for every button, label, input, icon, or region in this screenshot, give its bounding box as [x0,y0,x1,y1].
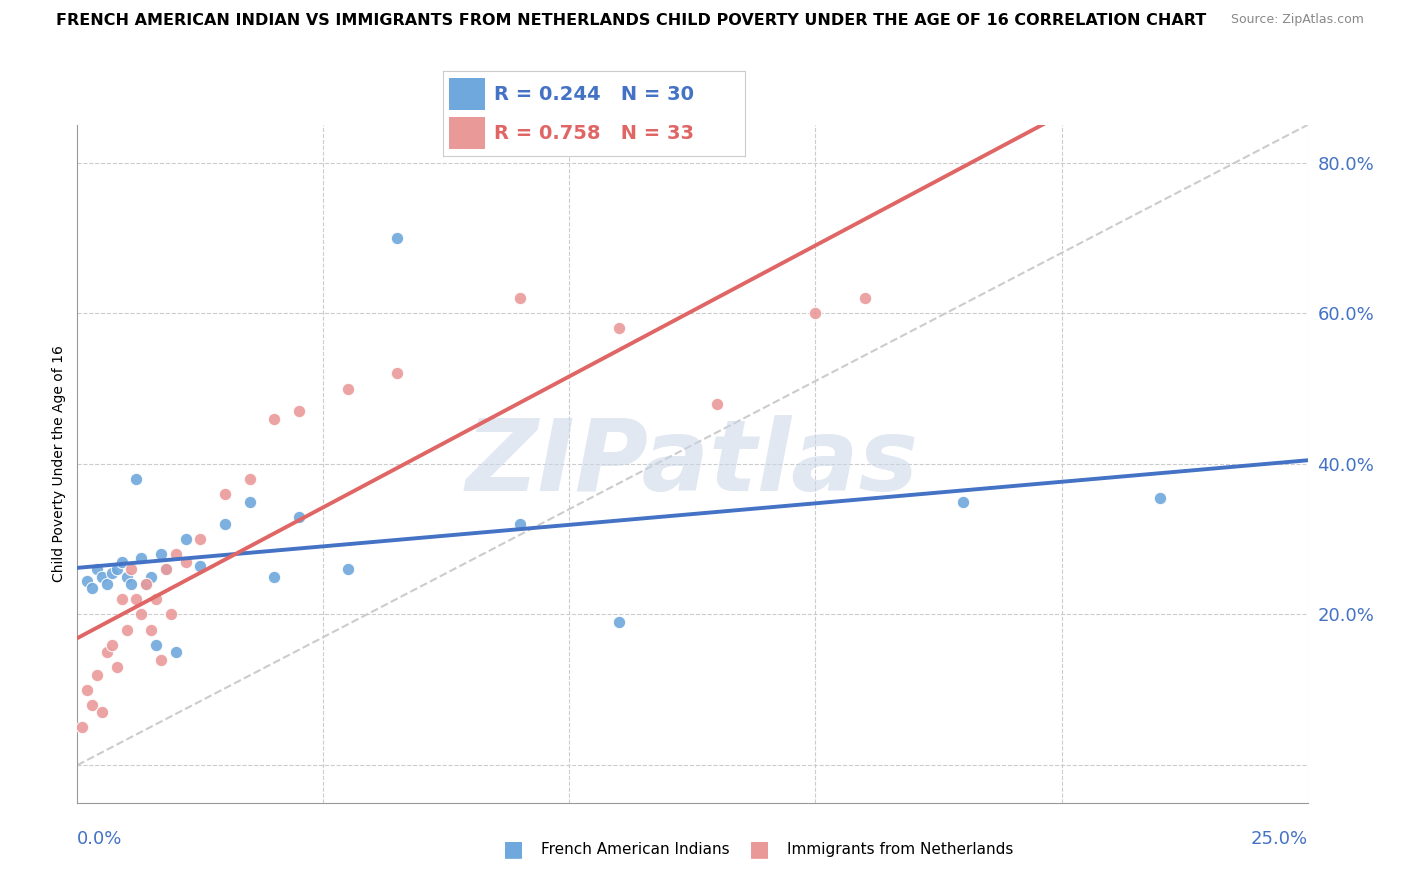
Text: ■: ■ [749,839,769,859]
Text: 25.0%: 25.0% [1250,830,1308,847]
Point [76,682,98,697]
Point [145,592,167,607]
Point [385,231,409,245]
Point [853,291,876,305]
Point [155,562,177,576]
Point [129,607,153,622]
Point [111,555,132,569]
Text: Source: ZipAtlas.com: Source: ZipAtlas.com [1230,13,1364,27]
Text: 0.0%: 0.0% [77,830,122,847]
Point [115,623,138,637]
Point [337,382,360,396]
Point [105,562,128,576]
Point [165,547,187,561]
Point [239,494,262,508]
Text: French American Indians: French American Indians [541,842,730,856]
Point [129,551,153,566]
Point [135,577,157,591]
Point [121,562,143,576]
Point [214,517,236,532]
Point [1149,491,1171,505]
Point [706,396,728,410]
Point [239,472,262,486]
Point [288,509,311,524]
Point [101,566,124,580]
Point [263,570,285,584]
Text: ■: ■ [503,839,523,859]
Point [150,547,173,561]
Point [174,532,197,546]
Bar [449,117,485,149]
Point [952,494,974,508]
Point [509,517,531,532]
Point [263,411,285,425]
Point [188,558,212,573]
Point [141,623,163,637]
Point [82,581,104,595]
Point [90,706,114,720]
Point [90,570,114,584]
Point [86,667,108,681]
Point [105,660,128,674]
Point [125,472,148,486]
Point [150,653,173,667]
Bar [449,78,485,111]
Point [76,574,98,588]
Text: R = 0.758   N = 33: R = 0.758 N = 33 [495,124,695,143]
Point [385,367,409,381]
Point [86,562,108,576]
Point [509,291,531,305]
Point [337,562,360,576]
Point [125,592,148,607]
Point [111,592,132,607]
Point [174,555,197,569]
Point [188,532,212,546]
Point [70,721,93,735]
Point [804,306,827,320]
Point [607,615,630,629]
Text: Immigrants from Netherlands: Immigrants from Netherlands [787,842,1014,856]
Text: R = 0.244   N = 30: R = 0.244 N = 30 [495,85,695,103]
Point [141,570,163,584]
Point [121,577,143,591]
Point [82,698,104,712]
Point [607,321,630,335]
Point [160,607,183,622]
Point [288,404,311,418]
Text: ZIPatlas: ZIPatlas [465,416,920,512]
Point [214,487,236,501]
Text: FRENCH AMERICAN INDIAN VS IMMIGRANTS FROM NETHERLANDS CHILD POVERTY UNDER THE AG: FRENCH AMERICAN INDIAN VS IMMIGRANTS FRO… [56,13,1206,29]
Point [115,570,138,584]
Point [165,645,187,659]
Point [135,577,157,591]
Point [145,638,167,652]
Point [101,638,124,652]
Point [155,562,177,576]
Y-axis label: Child Poverty Under the Age of 16: Child Poverty Under the Age of 16 [52,345,66,582]
Point [96,577,118,591]
Point [96,645,118,659]
